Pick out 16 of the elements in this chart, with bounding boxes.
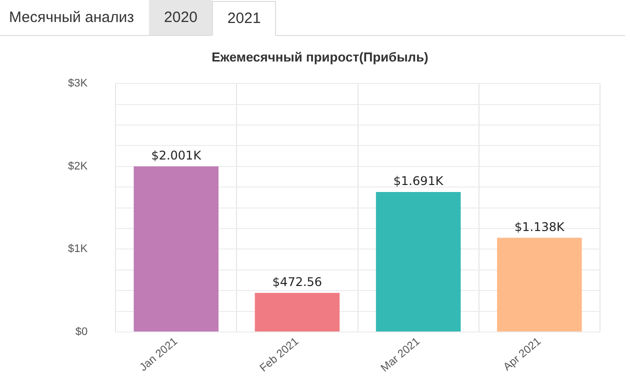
bar [497, 238, 582, 332]
y-tick-label: $0 [75, 326, 88, 338]
bar [254, 292, 340, 332]
data-label: $472.56 [272, 275, 322, 290]
bar [376, 192, 461, 332]
y-tick-label: $3K [68, 78, 88, 90]
chart-title: Ежемесячный прирост(Прибыль) [212, 49, 428, 64]
data-label: $1.138K [514, 220, 566, 234]
y-tick-label: $2K [68, 160, 88, 172]
text: 2021 [212, 1, 276, 36]
y-tick-label: $1K [68, 243, 88, 256]
text: Месячный анализ [8, 8, 136, 28]
bar [134, 166, 219, 332]
data-label: $2.001K [151, 148, 202, 162]
text: 2020 [149, 0, 212, 35]
data-label: $1.691K [393, 174, 444, 188]
